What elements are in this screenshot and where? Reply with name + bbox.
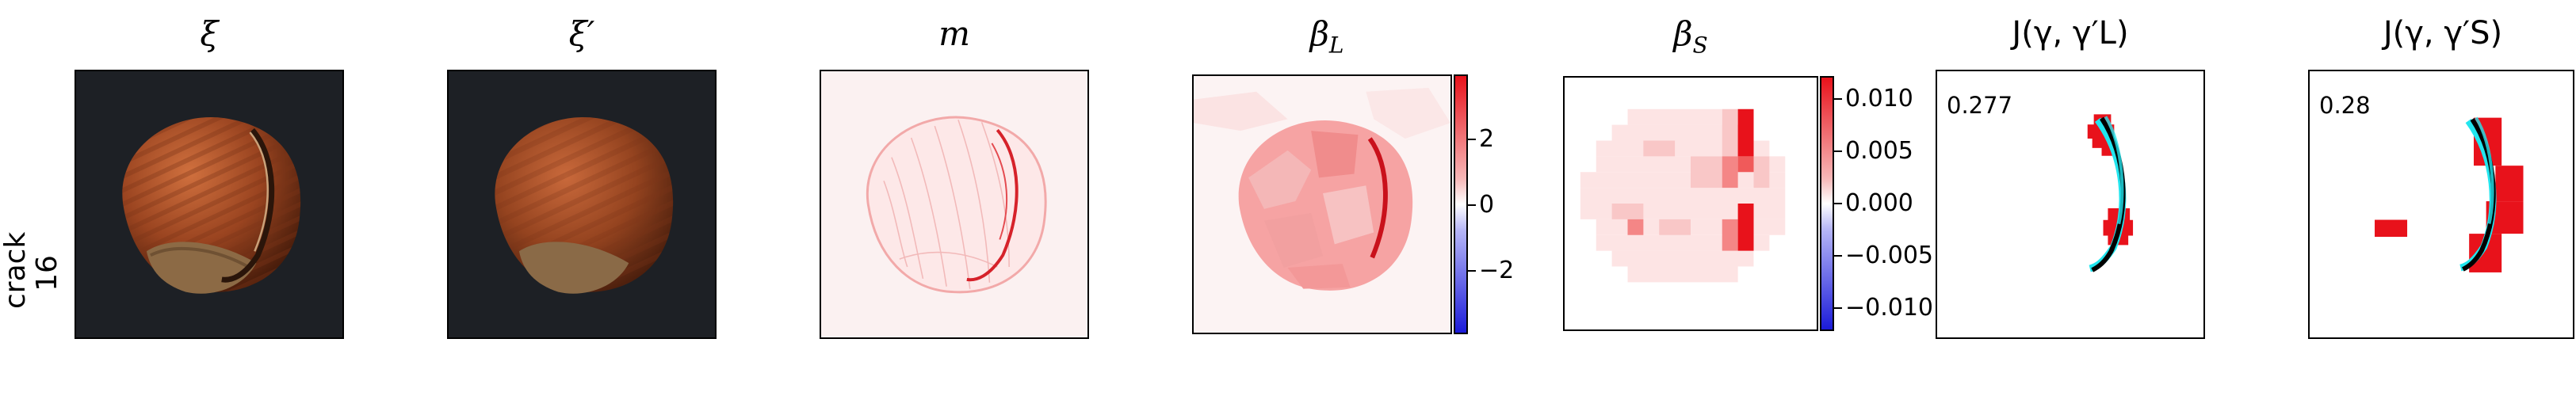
colorbar-beta-s	[1820, 76, 1834, 331]
colorbar-s-tick-mark-5	[1834, 307, 1842, 309]
colorbar-l-tick-mark-neg2	[1468, 270, 1476, 272]
score-l: 0.277	[1947, 92, 2013, 119]
colorbar-s-tick-mark-2	[1834, 150, 1842, 152]
colorbar-s-tick-mark-4	[1834, 255, 1842, 257]
panel-title-xi: ξ	[200, 14, 219, 53]
row-label-line-2: 16	[31, 255, 64, 291]
beta-l-subscript: L	[1328, 32, 1344, 59]
colorbar-l-tick-2: 2	[1479, 125, 1495, 153]
beta-l-map	[1192, 74, 1452, 334]
colorbar-s-tick-5: −0.010	[1845, 294, 1934, 322]
panel-title-j-s: J(γ, γ′S)	[2383, 15, 2503, 51]
colorbar-s-tick-3: 0.000	[1845, 189, 1913, 217]
beta-s-symbol: β	[1673, 14, 1693, 53]
colorbar-s-tick-mark-3	[1834, 203, 1842, 204]
row-label-line-1: crack	[0, 231, 32, 309]
panel-title-m: m	[938, 14, 970, 53]
image-xi	[75, 70, 344, 339]
beta-l-symbol: β	[1309, 14, 1329, 53]
colorbar-s-tick-4: −0.005	[1845, 242, 1934, 269]
row-label: crack 16	[0, 231, 64, 309]
colorbar-s-tick-1: 0.010	[1845, 85, 1913, 112]
colorbar-l-tick-mark-2	[1468, 139, 1476, 140]
colorbar-s-tick-2: 0.005	[1845, 137, 1913, 165]
panel-title-j-l: J(γ, γ′L)	[2012, 15, 2129, 51]
beta-s-map	[1563, 76, 1818, 331]
colorbar-l-tick-mark-0	[1468, 204, 1476, 206]
colorbar-l-tick-0: 0	[1479, 191, 1495, 219]
beta-s-subscript: S	[1692, 32, 1708, 59]
residual-map-m	[820, 70, 1089, 339]
image-xi-prime	[447, 70, 717, 339]
panel-title-xi-prime: ξ′	[568, 14, 595, 53]
score-s: 0.28	[2319, 92, 2371, 119]
colorbar-s-tick-mark-1	[1834, 98, 1842, 100]
contour-map-l	[1936, 70, 2205, 339]
panel-title-beta-s: βS	[1563, 17, 1818, 56]
colorbar-l-tick-neg2: −2	[1479, 257, 1515, 284]
contour-map-s	[2308, 70, 2574, 339]
colorbar-beta-l	[1454, 74, 1468, 334]
panel-title-beta-l: βL	[1192, 17, 1462, 56]
